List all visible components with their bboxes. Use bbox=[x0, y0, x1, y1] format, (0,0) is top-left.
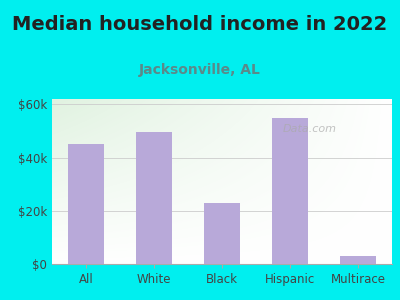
Text: Data.com: Data.com bbox=[283, 124, 337, 134]
Bar bbox=[136, 132, 172, 264]
Text: Jacksonville, AL: Jacksonville, AL bbox=[139, 63, 261, 77]
Bar bbox=[272, 118, 308, 264]
Bar bbox=[68, 144, 104, 264]
Bar bbox=[340, 256, 376, 264]
Text: Median household income in 2022: Median household income in 2022 bbox=[12, 15, 388, 34]
Bar bbox=[204, 203, 240, 264]
